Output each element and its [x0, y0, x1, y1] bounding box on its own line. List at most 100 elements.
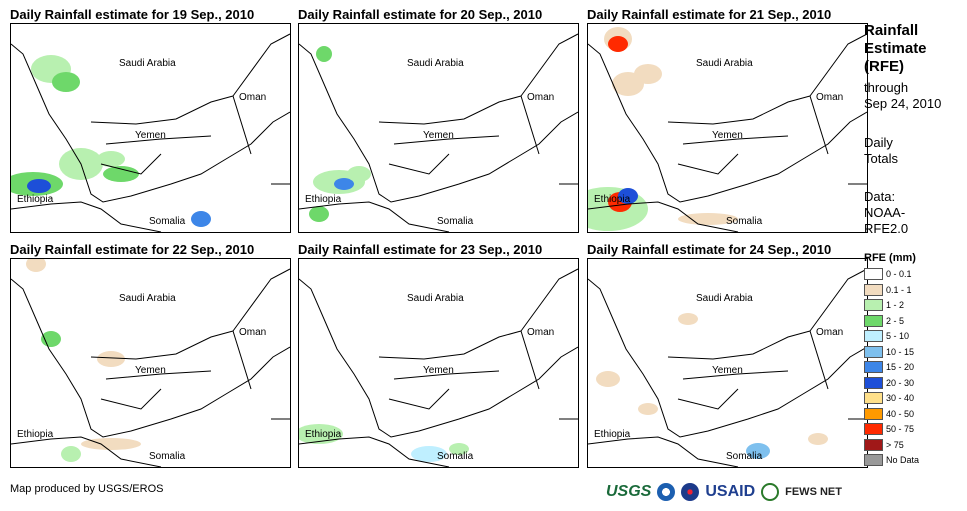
map-svg [588, 268, 867, 467]
boundary-line [105, 135, 212, 145]
boundary-line [299, 201, 450, 232]
boundary-line [682, 370, 789, 380]
nasa-logo-icon [681, 483, 700, 501]
legend-label: 5 - 10 [886, 331, 910, 341]
side-through-date: Sep 24, 2010 [864, 96, 942, 111]
label-yemen: Yemen [423, 130, 454, 141]
fews-logo: FEWS NET [785, 486, 842, 498]
panel-title-1: Daily Rainfall estimate for 19 Sep., 201… [10, 7, 255, 22]
boundary-line [588, 43, 867, 203]
rainfall-area [808, 433, 828, 445]
boundary-line [378, 330, 540, 390]
side-through-label: through [864, 80, 909, 95]
legend-swatch [864, 392, 883, 404]
legend-label: 10 - 15 [886, 346, 915, 357]
boundary-line [100, 153, 162, 175]
legend-item: 5 - 10 [864, 330, 909, 342]
label-yemen: Yemen [423, 365, 454, 376]
rainfall-area [299, 424, 343, 444]
rainfall-area [347, 166, 371, 182]
legend-item: 30 - 40 [864, 392, 914, 404]
legend-swatch [864, 438, 883, 451]
rainfall-area [81, 438, 141, 450]
label-yemen: Yemen [712, 365, 743, 376]
map-panel-2: Saudi Arabia Oman Yemen Ethiopia Somalia [298, 23, 579, 233]
rainfall-area [97, 151, 125, 167]
rainfall-area [316, 46, 332, 62]
label-somalia: Somalia [149, 216, 186, 227]
legend-item: No Data [864, 454, 919, 466]
map-panel-3: Saudi Arabia Oman Yemen Ethiopia Somalia [587, 23, 868, 233]
usgs-logo: USGS [606, 483, 652, 500]
boundary-line [520, 33, 578, 97]
rainfall-area [27, 179, 51, 193]
legend-item: 2 - 5 [864, 314, 904, 327]
label-oman: Oman [816, 327, 844, 338]
label-oman: Oman [527, 92, 555, 103]
label-oman: Oman [239, 92, 267, 103]
label-yemen: Yemen [135, 365, 166, 376]
label-ethiopia: Ethiopia [305, 429, 342, 440]
side-title-line1: Rainfall [864, 22, 919, 39]
panel-title-5: Daily Rainfall estimate for 23 Sep., 201… [298, 242, 543, 257]
label-saudi-arabia: Saudi Arabia [119, 293, 176, 304]
legend-label: 20 - 30 [886, 377, 915, 388]
rainfall-area [596, 371, 620, 387]
label-oman: Oman [239, 327, 267, 338]
legend-label: > 75 [886, 439, 904, 450]
boundary-line [388, 153, 450, 175]
boundary-line [809, 33, 867, 97]
credit-text: Map produced by USGS/EROS [10, 483, 164, 495]
boundary-line [232, 33, 290, 97]
rainfall-area [618, 188, 638, 204]
boundary-line [588, 278, 867, 438]
label-ethiopia: Ethiopia [594, 429, 631, 440]
rainfall-area [52, 72, 80, 92]
map-svg [11, 259, 290, 467]
boundary-line [299, 436, 450, 467]
legend-swatch [864, 423, 883, 435]
panel-title-2: Daily Rainfall estimate for 20 Sep., 201… [298, 7, 543, 22]
map-panel-1: Saudi Arabia Oman Yemen Ethiopia Somalia [10, 23, 291, 233]
side-data-line3: RFE2.0 [864, 221, 909, 236]
rainfall-area [41, 331, 61, 347]
legend-swatch [864, 314, 883, 327]
legend-swatch [864, 454, 883, 466]
legend-label: 1 - 2 [886, 300, 905, 310]
rainfall-area [678, 213, 738, 225]
rainfall-area [26, 259, 46, 272]
boundary-line [100, 388, 162, 410]
boundary-line [90, 330, 252, 390]
label-saudi-arabia: Saudi Arabia [407, 293, 464, 304]
legend-swatch [864, 283, 883, 296]
label-ethiopia: Ethiopia [594, 194, 631, 205]
label-oman: Oman [527, 327, 555, 338]
label-somalia: Somalia [726, 451, 763, 462]
boundary-line [520, 268, 578, 332]
label-somalia: Somalia [437, 216, 474, 227]
boundary-line [11, 436, 162, 467]
noaa-logo-icon [657, 483, 676, 501]
map-svg [299, 268, 578, 467]
label-somalia: Somalia [726, 216, 763, 227]
rainfall-area [678, 313, 698, 325]
legend-label: 0 - 0.1 [886, 269, 912, 279]
boundary-line [682, 135, 789, 145]
legend-swatch [864, 299, 883, 311]
side-data-line1: Data: [864, 189, 896, 204]
boundary-line [378, 95, 540, 155]
rainfall-area [746, 443, 770, 459]
boundary-line [11, 43, 290, 203]
label-oman: Oman [816, 92, 844, 103]
label-ethiopia: Ethiopia [305, 194, 342, 205]
logo-bar: USGS USAID FEWS NET [606, 480, 842, 504]
legend-swatch [864, 376, 883, 389]
boundary-line [232, 268, 290, 332]
legend-label: 30 - 40 [886, 393, 915, 403]
label-yemen: Yemen [712, 130, 743, 141]
boundary-line [393, 370, 500, 380]
rainfall-area [608, 36, 628, 52]
boundary-line [667, 330, 829, 390]
side-title-line3: (RFE) [864, 58, 904, 75]
side-title: Rainfall Estimate (RFE) [864, 22, 927, 76]
